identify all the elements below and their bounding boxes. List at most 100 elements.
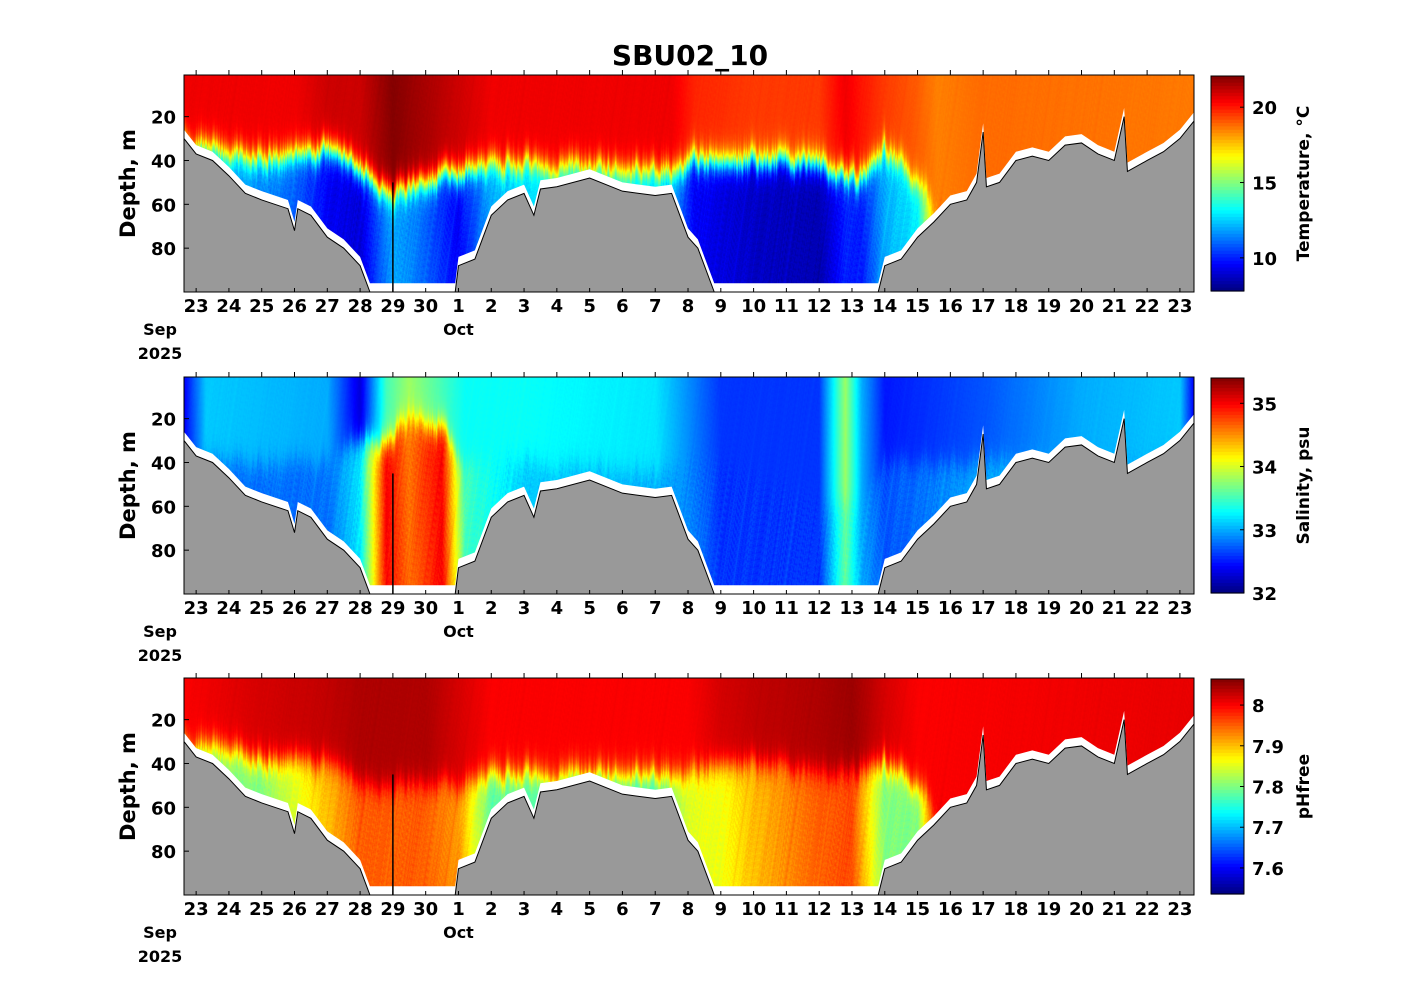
month-label: Oct — [443, 622, 474, 641]
colorbar-swatch — [1211, 759, 1244, 764]
colorbar-swatch — [1211, 465, 1244, 470]
x-tick-label: 23 — [1167, 296, 1192, 317]
x-tick-label: 2 — [485, 598, 498, 619]
x-tick-label: 19 — [1036, 899, 1061, 920]
colorbar-swatch — [1211, 123, 1244, 127]
colorbar-swatch — [1211, 836, 1244, 841]
colorbar-swatch — [1211, 566, 1244, 571]
colorbar-swatch — [1211, 722, 1244, 727]
colorbar-label: Temperature, °C — [1294, 106, 1314, 262]
colorbar-swatch — [1211, 116, 1244, 121]
colorbar-swatch — [1211, 384, 1244, 389]
colorbar-swatch — [1211, 388, 1244, 393]
colorbar-swatch — [1211, 196, 1244, 201]
colorbar-swatch — [1211, 739, 1244, 744]
colorbar-swatch — [1211, 539, 1244, 544]
year-label: 2025 — [138, 646, 183, 665]
colorbar-swatch — [1211, 163, 1244, 168]
x-tick-label: 8 — [682, 899, 695, 920]
colorbar-swatch — [1211, 783, 1244, 788]
colorbar-swatch — [1211, 149, 1244, 154]
x-tick-label: 10 — [741, 598, 766, 619]
colorbar-swatch — [1211, 284, 1244, 289]
x-tick-label: 16 — [938, 899, 963, 920]
x-tick-label: 9 — [715, 598, 728, 619]
x-tick-label: 20 — [1069, 598, 1094, 619]
x-tick-label: 11 — [774, 899, 799, 920]
x-tick-label: 22 — [1135, 899, 1160, 920]
colorbar-swatch — [1211, 257, 1244, 262]
colorbar-swatch — [1211, 394, 1244, 399]
colorbar-label: Salinity, psu — [1294, 427, 1314, 545]
colorbar-swatch — [1211, 82, 1244, 87]
x-tick-label: 17 — [971, 296, 996, 317]
y-tick-label: 20 — [151, 108, 176, 129]
colorbar-frame — [1210, 75, 1245, 292]
x-tick-label: 3 — [518, 899, 531, 920]
colorbar-swatch — [1211, 850, 1244, 855]
colorbar-swatch — [1211, 133, 1244, 138]
x-tick-label: 17 — [971, 598, 996, 619]
colorbar-swatch — [1211, 441, 1244, 446]
x-tick-label: 13 — [839, 296, 864, 317]
x-tick-label: 23 — [184, 899, 209, 920]
y-axis-label: Depth, m — [116, 732, 140, 841]
colorbar-swatch — [1211, 887, 1244, 892]
colorbar-swatch — [1211, 408, 1244, 413]
month-label: Sep — [143, 320, 177, 339]
x-tick-label: 27 — [315, 296, 340, 317]
x-tick-label: 23 — [1167, 598, 1192, 619]
x-tick-label: 29 — [380, 598, 405, 619]
plot-frame — [183, 74, 1195, 293]
colorbar-swatch — [1211, 391, 1244, 396]
x-tick-label: 30 — [413, 296, 438, 317]
colorbar-swatch — [1211, 190, 1244, 195]
colorbar-tick-label: 34 — [1252, 458, 1277, 479]
colorbar-swatch — [1211, 515, 1244, 520]
colorbar-swatch — [1211, 166, 1244, 171]
colorbar-swatch — [1211, 830, 1244, 835]
colorbar-swatch — [1211, 529, 1244, 534]
colorbar-swatch — [1211, 458, 1244, 463]
colorbar-swatch — [1211, 398, 1244, 403]
x-tick-label: 7 — [649, 899, 662, 920]
colorbar-tick-label: 20 — [1252, 98, 1277, 119]
x-tick-label: 2 — [485, 296, 498, 317]
colorbar-tick-label: 35 — [1252, 394, 1277, 415]
colorbar-swatch — [1211, 223, 1244, 228]
colorbar-swatch — [1211, 264, 1244, 269]
colorbar-swatch — [1211, 381, 1244, 386]
x-tick-label: 24 — [216, 598, 241, 619]
month-label: Sep — [143, 923, 177, 942]
y-axis-label: Depth, m — [116, 431, 140, 540]
colorbar-swatch — [1211, 200, 1244, 205]
plot-frame — [183, 376, 1195, 595]
colorbar-swatch — [1211, 867, 1244, 872]
colorbar-swatch — [1211, 512, 1244, 517]
colorbar-swatch — [1211, 478, 1244, 483]
y-tick-label: 40 — [151, 151, 176, 172]
colorbar-swatch — [1211, 260, 1244, 265]
colorbar-swatch — [1211, 519, 1244, 524]
colorbar-swatch — [1211, 89, 1244, 94]
x-tick-label: 3 — [518, 296, 531, 317]
colorbar-swatch — [1211, 227, 1244, 232]
colorbar-swatch — [1211, 877, 1244, 882]
colorbar-swatch — [1211, 695, 1244, 700]
colorbar-swatch — [1211, 414, 1244, 419]
x-tick-label: 12 — [807, 899, 832, 920]
colorbar-swatch — [1211, 569, 1244, 574]
y-tick-label: 60 — [151, 195, 176, 216]
x-tick-label: 18 — [1003, 899, 1028, 920]
colorbar-swatch — [1211, 498, 1244, 503]
x-tick-label: 24 — [216, 296, 241, 317]
colorbar-swatch — [1211, 92, 1244, 97]
colorbar-swatch — [1211, 806, 1244, 811]
colorbar-swatch — [1211, 556, 1244, 561]
colorbar-swatch — [1211, 428, 1244, 433]
colorbar-swatch — [1211, 796, 1244, 801]
colorbar-swatch — [1211, 109, 1244, 114]
x-tick-label: 24 — [216, 899, 241, 920]
x-tick-label: 5 — [583, 296, 596, 317]
colorbar-swatch — [1211, 853, 1244, 858]
